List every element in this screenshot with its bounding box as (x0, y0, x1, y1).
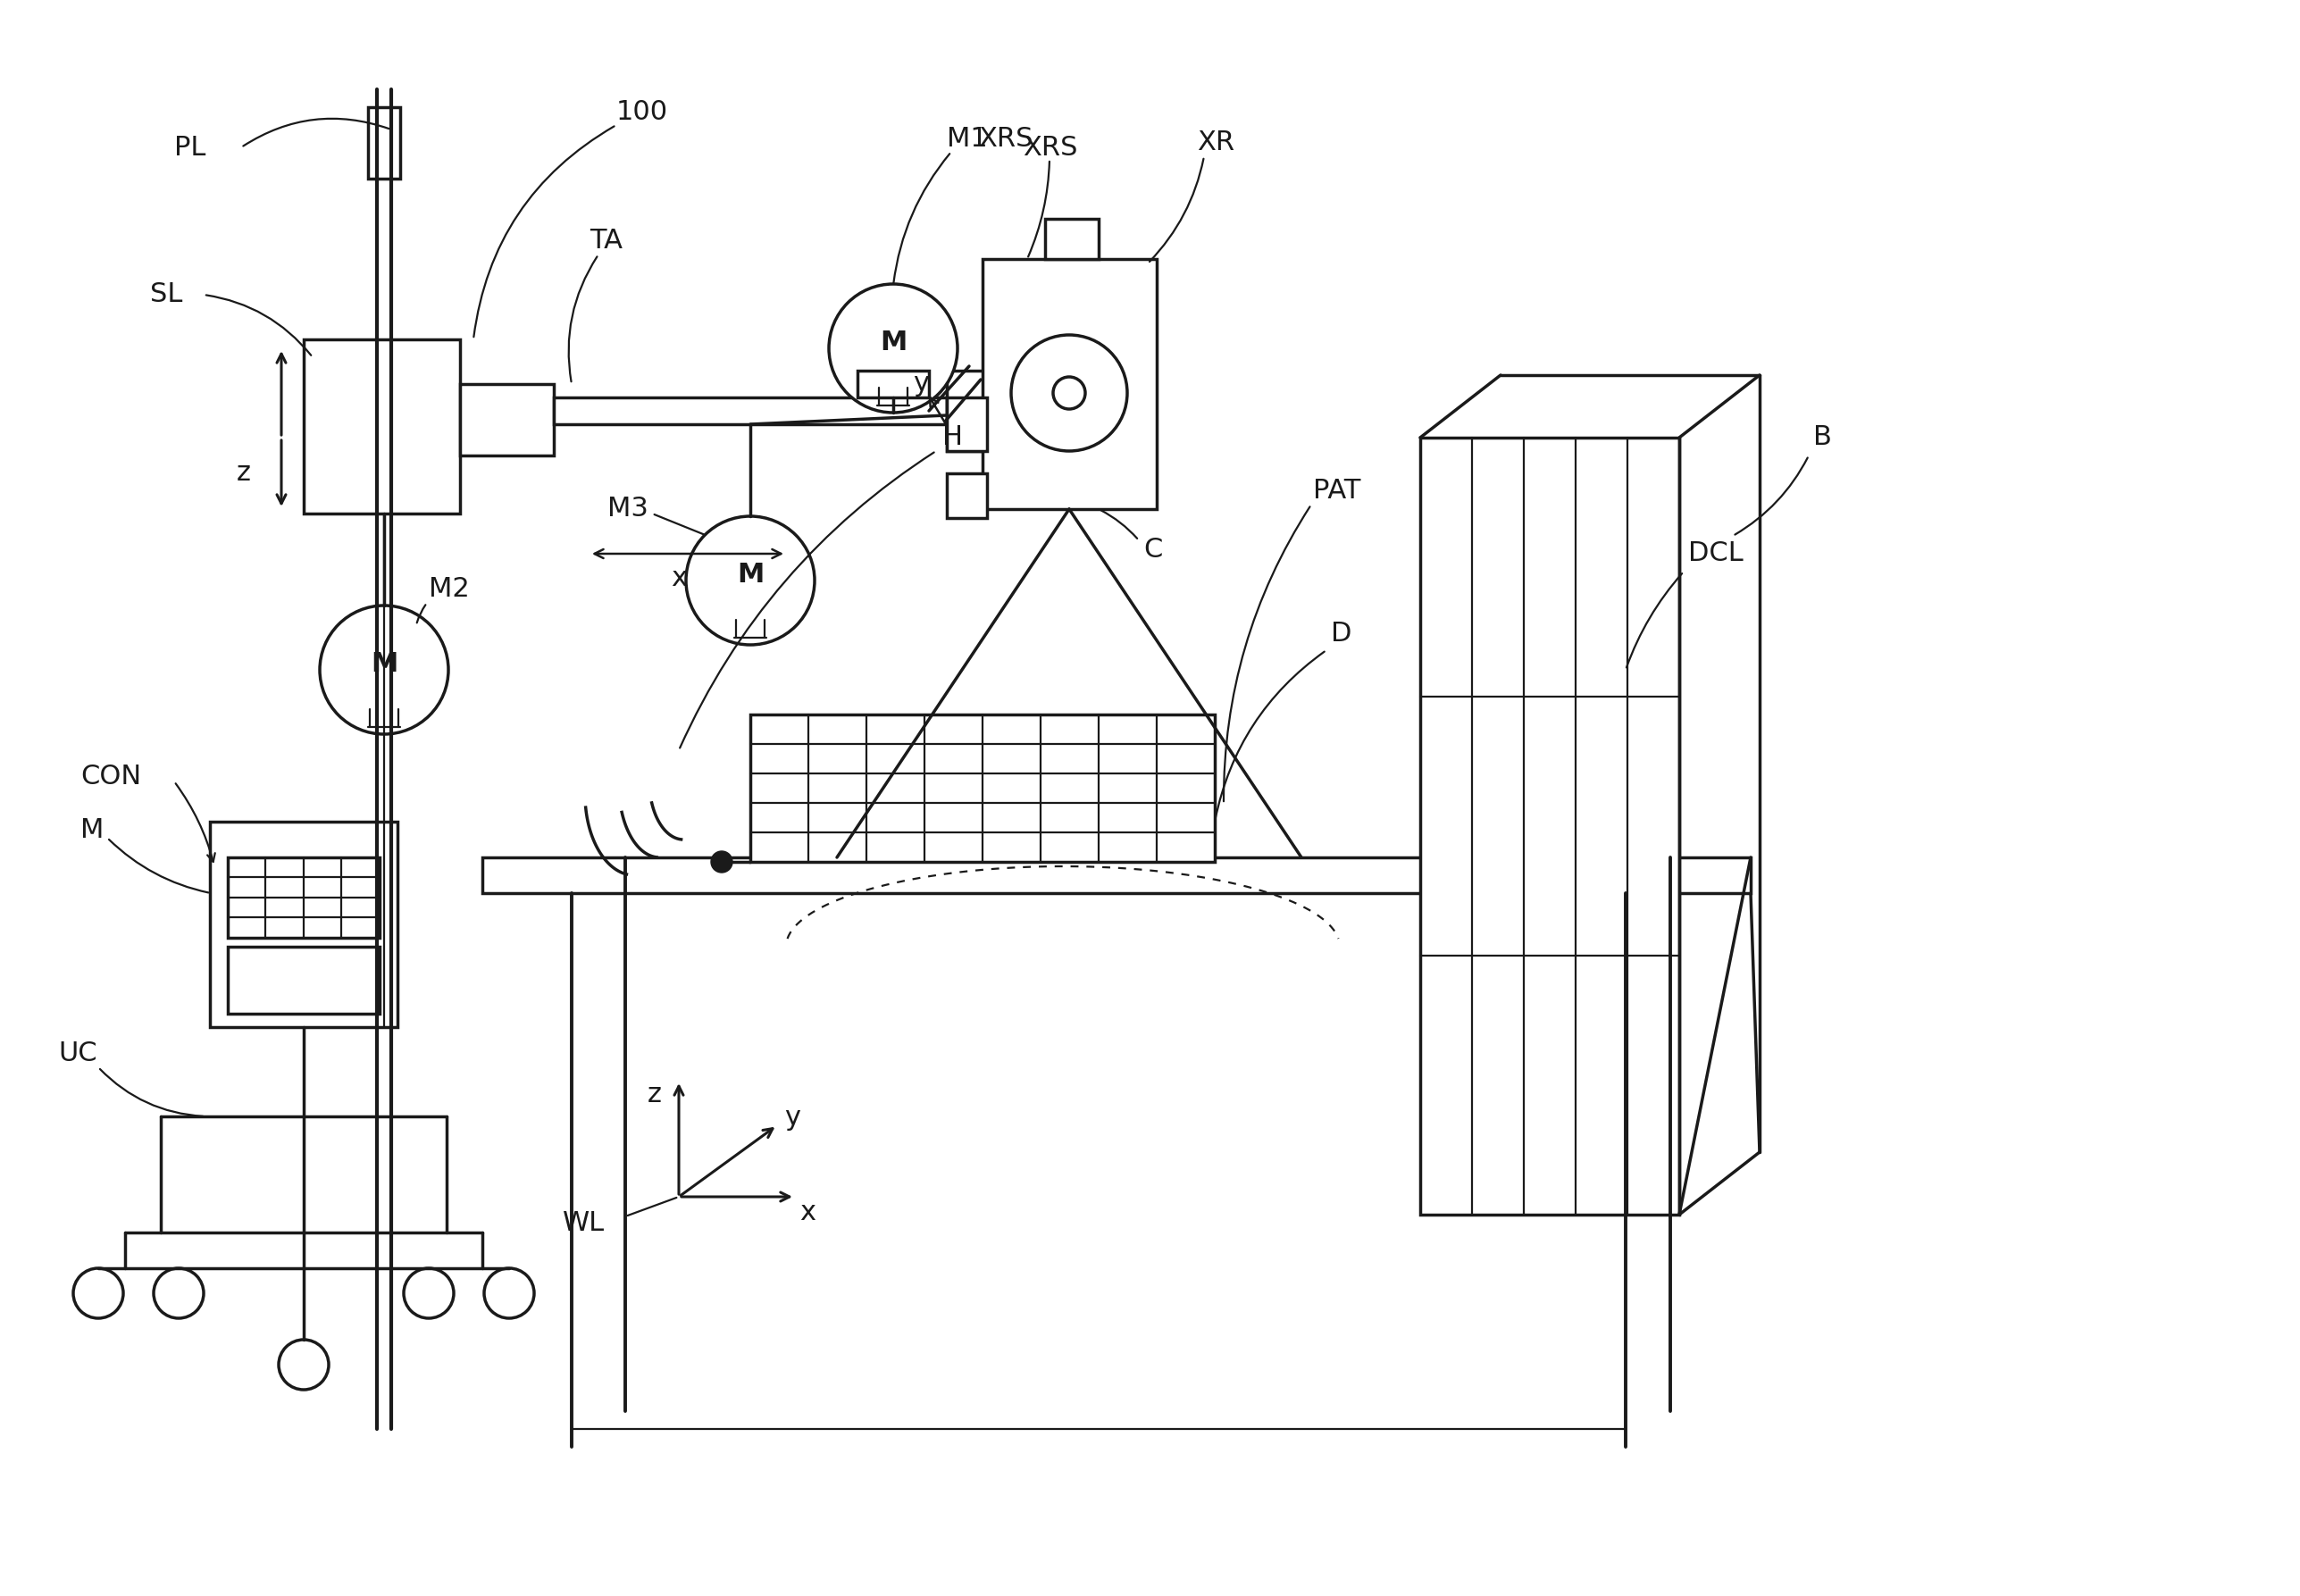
Text: z: z (649, 1080, 662, 1108)
Bar (554, 397, 948, 425)
Text: x: x (672, 567, 688, 592)
Circle shape (74, 1269, 124, 1318)
Text: B: B (1812, 425, 1831, 450)
Bar (982, 259, 1157, 509)
Bar (483, 857, 1750, 894)
Circle shape (278, 1339, 329, 1390)
Bar (750, 715, 1214, 862)
Text: UC: UC (58, 1041, 97, 1066)
Text: x: x (800, 1200, 816, 1226)
Bar (228, 946, 380, 1013)
Circle shape (483, 1269, 534, 1318)
Bar (1044, 219, 1099, 259)
Text: SL: SL (150, 282, 182, 308)
Text: WL: WL (564, 1211, 605, 1237)
Text: D: D (1332, 621, 1352, 646)
Bar (209, 822, 398, 1028)
Circle shape (154, 1269, 205, 1318)
Bar (858, 370, 929, 397)
Text: M: M (879, 330, 906, 356)
Text: z: z (237, 460, 251, 487)
Circle shape (828, 284, 957, 413)
Text: M: M (81, 817, 104, 844)
Bar (1419, 437, 1679, 1215)
Text: M1: M1 (948, 126, 987, 152)
Text: C: C (1143, 536, 1162, 562)
Text: M: M (736, 562, 764, 587)
Text: 100: 100 (616, 99, 669, 124)
Text: PL: PL (175, 134, 205, 160)
Bar (228, 857, 380, 938)
Text: XR: XR (1196, 129, 1235, 156)
Circle shape (405, 1269, 453, 1318)
Text: H: H (943, 425, 964, 450)
Text: M2: M2 (428, 576, 469, 602)
Circle shape (685, 516, 814, 645)
Text: M3: M3 (607, 496, 649, 522)
Text: XRS: XRS (978, 126, 1033, 152)
Text: M: M (370, 651, 398, 677)
Circle shape (1012, 335, 1127, 452)
Circle shape (320, 605, 448, 734)
Bar (368, 107, 400, 179)
Bar (948, 370, 991, 452)
Text: y: y (784, 1106, 800, 1132)
Bar (460, 385, 554, 455)
Text: y: y (913, 372, 929, 397)
Circle shape (1053, 377, 1086, 409)
Bar (948, 397, 987, 452)
Text: PAT: PAT (1313, 479, 1362, 504)
Bar (304, 340, 460, 514)
Bar (948, 474, 987, 519)
Text: TA: TA (589, 228, 623, 254)
Text: DCL: DCL (1688, 541, 1743, 567)
Circle shape (711, 851, 731, 873)
Text: XRS: XRS (1024, 134, 1079, 160)
Text: CON: CON (81, 764, 140, 790)
